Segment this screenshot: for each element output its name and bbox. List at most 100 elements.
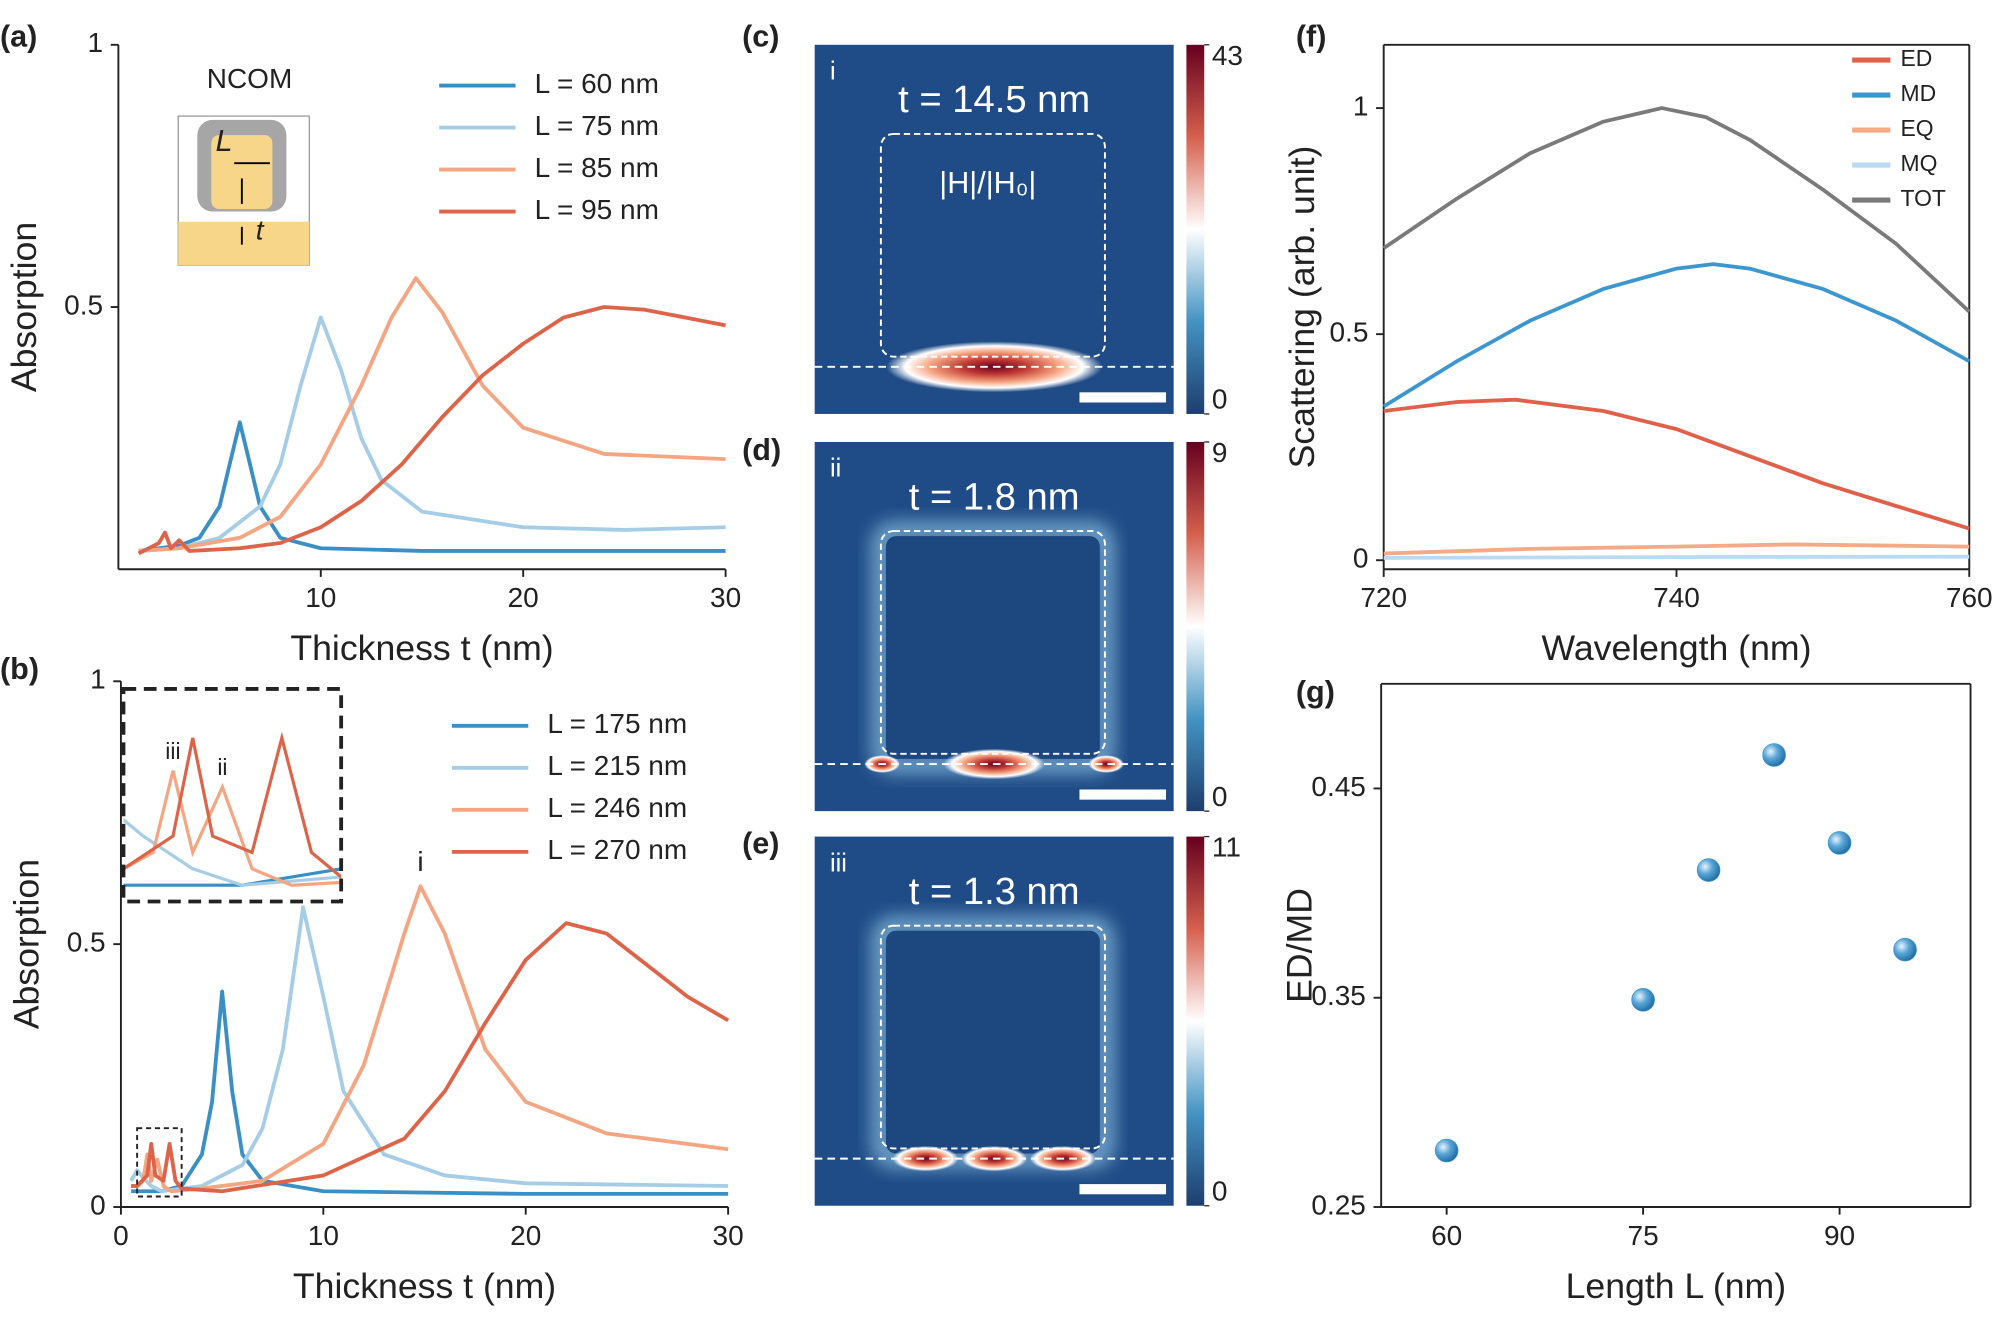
- y-tick-label: 1: [90, 664, 106, 695]
- x-tick-label: 60: [1431, 1220, 1462, 1251]
- field-map: [814, 441, 1174, 812]
- y-axis-title: ED/MD: [1280, 888, 1320, 1003]
- scatter-point: [1631, 988, 1655, 1012]
- x-tick-label: 75: [1628, 1220, 1659, 1251]
- inset-annotation: ii: [217, 754, 227, 780]
- y-axis-title: Absorption: [4, 222, 44, 392]
- x-axis-title: Wavelength (nm): [1542, 628, 1812, 668]
- colorbar: [1186, 44, 1205, 414]
- hotspot: [1088, 755, 1125, 773]
- y-tick-label: 1: [88, 27, 104, 58]
- legend-label: L = 270 nm: [547, 834, 687, 865]
- inset-line: [123, 866, 342, 887]
- schematic-title: NCOM: [207, 63, 293, 94]
- line-series: [131, 884, 729, 1194]
- legend-label: MD: [1901, 80, 1937, 106]
- inset-line: [123, 731, 342, 879]
- line-series: [131, 989, 729, 1196]
- line-series: [1382, 262, 1971, 409]
- map-label: ii: [830, 455, 841, 483]
- colorbar-label: 0: [1212, 384, 1228, 415]
- schematic-label: t: [256, 214, 265, 245]
- x-tick-label: 30: [713, 1220, 744, 1251]
- scatter-point: [1762, 743, 1786, 767]
- line-series: [138, 276, 726, 553]
- scatter-point: [1434, 1138, 1459, 1163]
- x-tick-label: 740: [1653, 582, 1700, 613]
- x-axis-title: Thickness t (nm): [290, 628, 553, 668]
- x-axis-title: Thickness t (nm): [293, 1266, 556, 1306]
- map-annotation: t = 1.8 nm: [909, 475, 1080, 518]
- legend-label: L = 246 nm: [547, 792, 687, 823]
- y-tick-label: 0.35: [1311, 980, 1366, 1011]
- panel-label: (e): [742, 827, 779, 861]
- colorbar: [1186, 836, 1205, 1206]
- field-inner: [885, 536, 1100, 759]
- y-tick-label: 0: [1353, 543, 1369, 574]
- panel-label: (g): [1296, 675, 1335, 709]
- x-tick-label: 20: [508, 582, 539, 613]
- line-series: [1383, 554, 1970, 560]
- line-series: [1383, 542, 1970, 556]
- colorbar-label: 0: [1212, 781, 1228, 812]
- x-tick-label: 720: [1360, 582, 1407, 613]
- hotspot: [892, 1145, 959, 1172]
- legend-label: L = 95 nm: [535, 194, 659, 225]
- line-series: [1382, 106, 1971, 314]
- legend-label: ED: [1901, 45, 1933, 71]
- inset-frame: [121, 687, 344, 904]
- inset-annotation: iii: [165, 738, 180, 764]
- colorbar-label: 0: [1212, 1175, 1228, 1206]
- legend-label: L = 215 nm: [547, 750, 687, 781]
- y-tick-label: 0.45: [1311, 771, 1366, 802]
- x-axis-title: Length L (nm): [1566, 1266, 1786, 1306]
- y-tick-label: 0.5: [64, 289, 103, 320]
- dashed-particle: [879, 924, 1106, 1150]
- inset-bg: [123, 688, 342, 902]
- panel-label: (d): [742, 433, 781, 467]
- map-label: iii: [830, 849, 847, 877]
- scatter-point: [1893, 937, 1917, 962]
- scale-bar: [1079, 789, 1167, 800]
- panel-label: (c): [742, 19, 779, 53]
- line-series: [138, 315, 726, 553]
- map-label: i: [830, 58, 836, 86]
- inset-line: [123, 817, 342, 887]
- dashed-particle: [879, 530, 1106, 755]
- scatter-point: [1827, 831, 1852, 855]
- y-axis-title: Absorption: [7, 859, 47, 1029]
- x-tick-label: 10: [305, 582, 336, 613]
- x-tick-label: 90: [1824, 1220, 1855, 1251]
- panel-label: (b): [0, 652, 39, 686]
- x-tick-label: 0: [113, 1220, 129, 1251]
- panel-label: (a): [0, 19, 37, 53]
- scale-bar: [1079, 1184, 1167, 1195]
- legend-label: L = 60 nm: [535, 68, 659, 99]
- legend-label: TOT: [1901, 185, 1946, 211]
- dashed-particle: [879, 132, 1106, 358]
- legend-label: L = 75 nm: [535, 110, 659, 141]
- y-tick-label: 0: [90, 1189, 106, 1220]
- schematic: [177, 115, 310, 266]
- colorbar-label: 9: [1212, 437, 1228, 468]
- legend-label: L = 175 nm: [547, 708, 687, 739]
- line-series: [137, 305, 726, 556]
- line-series: [129, 905, 729, 1194]
- scale-bar: [1079, 392, 1167, 403]
- inset-line: [123, 770, 342, 887]
- x-tick-label: 20: [510, 1220, 541, 1251]
- y-axis-title: Scattering (arb. unit): [1282, 146, 1322, 469]
- scatter-point: [1696, 858, 1721, 882]
- panel-label: (f): [1296, 19, 1327, 53]
- schematic-label: L: [216, 124, 233, 158]
- x-tick-label: 10: [308, 1220, 339, 1251]
- annotation: i: [417, 846, 423, 877]
- inset-region: [136, 1127, 183, 1198]
- field-inner: [885, 930, 1100, 1154]
- y-tick-label: 0.5: [67, 927, 106, 958]
- map-annotation: t = 1.3 nm: [909, 870, 1080, 913]
- line-series: [131, 921, 730, 1194]
- legend-label: EQ: [1901, 115, 1934, 141]
